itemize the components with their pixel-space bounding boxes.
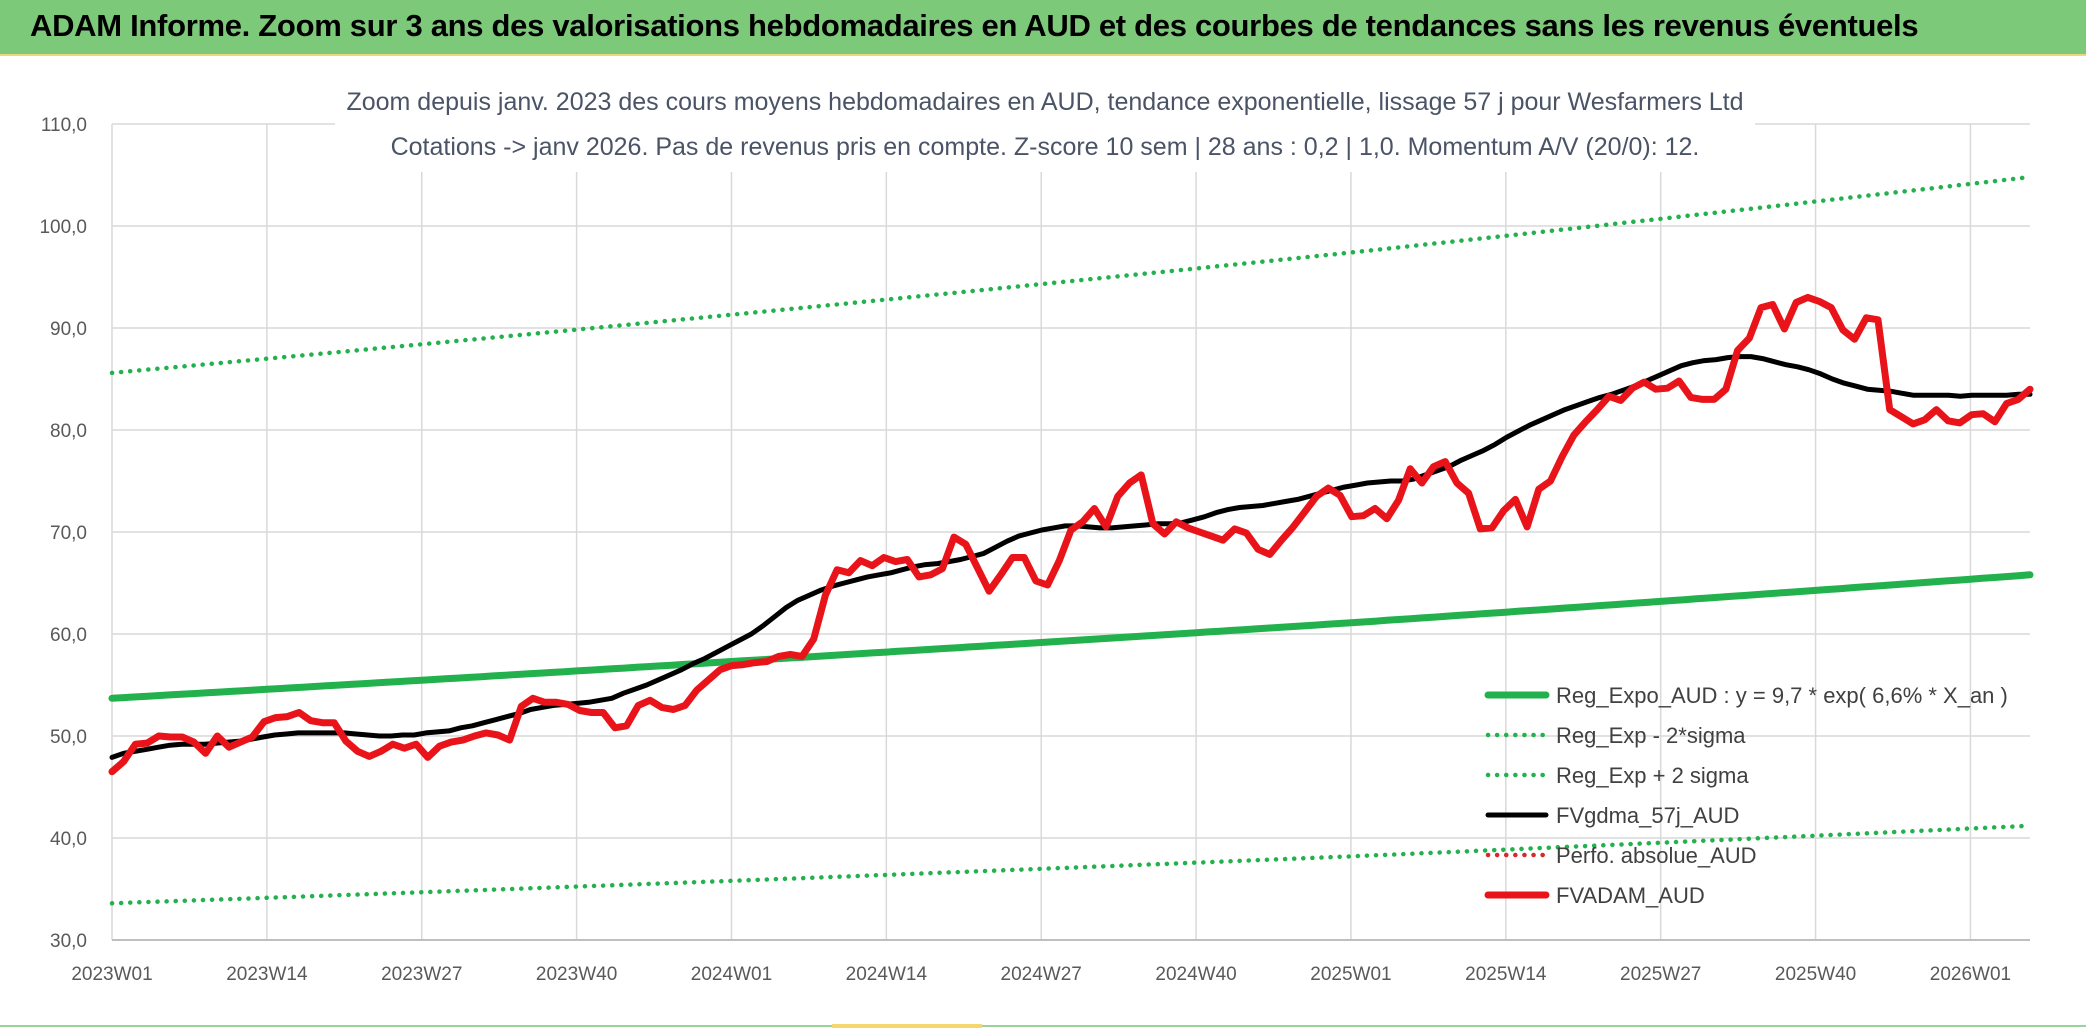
x-tick-label: 2024W14 — [846, 964, 928, 985]
bottom-highlight — [832, 1024, 982, 1028]
x-tick-label: 2024W01 — [691, 964, 772, 985]
legend-label: FVgdma_57j_AUD — [1556, 803, 1739, 828]
y-tick-label: 100,0 — [39, 217, 87, 238]
report-title: ADAM Informe. Zoom sur 3 ans des valoris… — [30, 8, 1919, 43]
series-line-1 — [109, 823, 2033, 906]
legend-label: FVADAM_AUD — [1556, 883, 1705, 908]
report-banner: ADAM Informe. Zoom sur 3 ans des valoris… — [0, 0, 2086, 56]
x-tick-label: 2023W40 — [536, 964, 617, 985]
legend-label: Reg_Expo_AUD : y = 9,7 * exp( 6,6% * X_a… — [1556, 683, 2008, 708]
x-tick-label: 2025W40 — [1775, 964, 1856, 985]
x-tick-label: 2023W27 — [381, 964, 462, 985]
series-line-2 — [109, 174, 2033, 376]
y-tick-label: 110,0 — [41, 115, 87, 136]
x-tick-label: 2023W14 — [226, 964, 308, 985]
chart-title-line-2: Cotations -> janv 2026. Pas de revenus p… — [391, 133, 1700, 161]
x-tick-label: 2023W01 — [71, 964, 152, 985]
x-tick-label: 2025W14 — [1465, 964, 1547, 985]
y-tick-label: 90,0 — [50, 319, 87, 340]
chart-legend: Reg_Expo_AUD : y = 9,7 * exp( 6,6% * X_a… — [1484, 683, 2008, 908]
chart-title-block: Zoom depuis janv. 2023 des cours moyens … — [335, 78, 1755, 172]
x-tick-label: 2024W27 — [1001, 964, 1082, 985]
y-tick-label: 30,0 — [50, 931, 87, 952]
legend-label: Reg_Exp + 2 sigma — [1556, 763, 1749, 788]
series-line-0 — [108, 571, 2034, 702]
series-line-5 — [108, 293, 2034, 776]
legend-label: Perfo. absolue_AUD — [1556, 843, 1757, 868]
axes: 30,0 40,0 50,0 60,0 70,0 80,0 90,0 100,0 110,0 20… — [39, 115, 2030, 985]
y-tick-label: 40,0 — [50, 829, 87, 850]
y-tick-label: 50,0 — [50, 727, 87, 748]
y-tick-label: 80,0 — [50, 421, 87, 442]
bottom-border — [0, 1025, 2086, 1033]
chart-title-background — [335, 78, 1755, 172]
legend-label: Reg_Exp - 2*sigma — [1556, 723, 1746, 748]
series-lines — [108, 174, 2034, 906]
y-tick-label: 60,0 — [50, 625, 87, 646]
x-tick-label: 2026W01 — [1930, 964, 2011, 985]
chart-title-line-1: Zoom depuis janv. 2023 des cours moyens … — [346, 88, 1743, 116]
y-tick-label: 70,0 — [50, 523, 87, 544]
x-tick-label: 2024W40 — [1155, 964, 1236, 985]
x-tick-label: 2025W27 — [1620, 964, 1701, 985]
x-tick-label: 2025W01 — [1310, 964, 1391, 985]
